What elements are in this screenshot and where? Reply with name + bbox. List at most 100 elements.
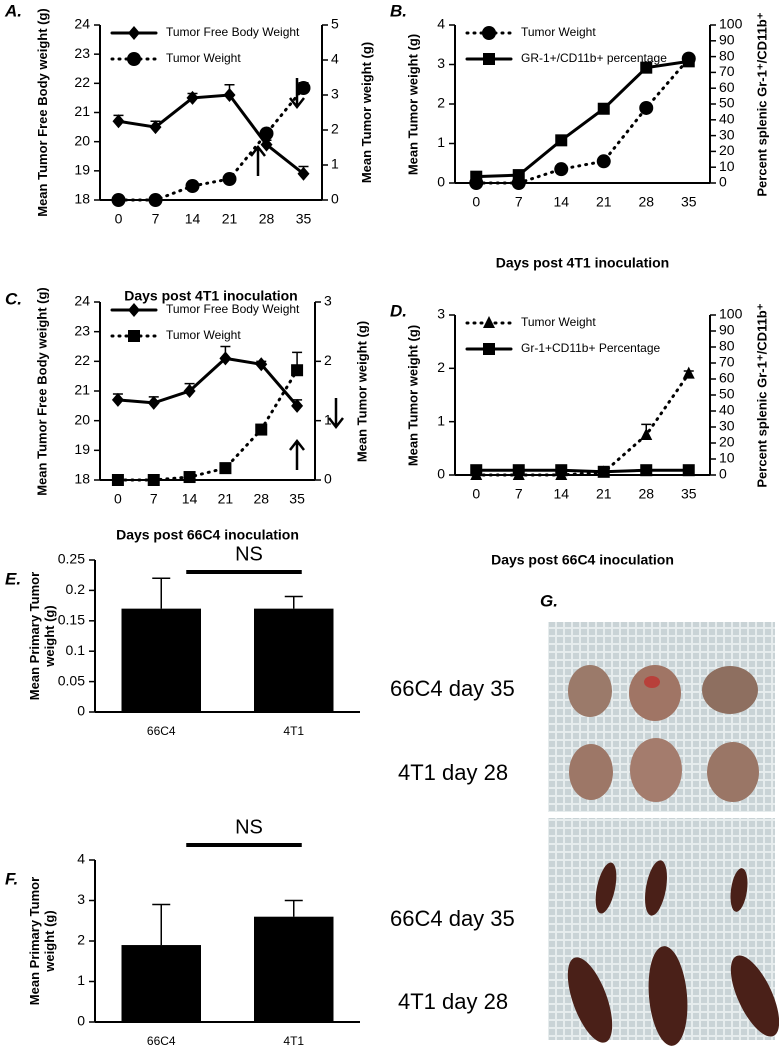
y2-tick-label: 40 (719, 111, 735, 127)
legend-marker (128, 26, 140, 40)
spleen-photo (567, 860, 779, 1046)
y-tick-label: 2 (77, 932, 85, 948)
legend-marker (128, 330, 140, 342)
marker (682, 366, 695, 379)
y2-tick-label: 20 (719, 434, 735, 450)
y2-tick-label: 70 (719, 354, 735, 370)
bar (254, 916, 334, 1022)
y-tick-label: 18 (74, 191, 90, 207)
legend-label: GR-1+/CD11b+ percentage (521, 51, 667, 65)
y2-tick-label: 1 (324, 411, 332, 427)
y-tick-label: 0 (437, 466, 445, 482)
marker (183, 471, 196, 484)
y2-tick-label: 4 (331, 51, 339, 67)
y-tick-label: 19 (74, 441, 90, 457)
y-tick-label: 0.05 (58, 672, 85, 688)
x-axis-title: Days post 4T1 inoculation (496, 255, 669, 271)
x-tick-label: 7 (150, 491, 158, 507)
series-line (474, 372, 691, 477)
y2-tick-label: 50 (719, 386, 735, 402)
marker (640, 428, 653, 440)
x-tick-label: 14 (182, 491, 198, 507)
y2-tick-label: 1 (331, 156, 339, 172)
bar (254, 608, 334, 712)
x-tick-label: 28 (638, 486, 654, 502)
marker (149, 120, 162, 135)
series-line (117, 93, 305, 176)
legend-label: Tumor Weight (521, 25, 596, 39)
x-axis-title: Days post 66C4 inoculation (491, 552, 674, 568)
marker (639, 100, 654, 115)
marker (183, 384, 196, 398)
y-tick-label: 21 (74, 382, 90, 398)
marker (291, 364, 304, 377)
x-tick-label: 0 (114, 491, 122, 507)
y-tick-label: 0.25 (58, 551, 85, 567)
y-tick-label: 22 (74, 352, 90, 368)
annotation: NS (235, 543, 263, 565)
x-tick-label: 35 (681, 486, 697, 502)
marker (512, 464, 525, 477)
panel-label: D. (390, 301, 407, 320)
y-tick-label: 0.15 (58, 612, 85, 628)
y-axis-title: Mean Tumor weight (g) (405, 324, 421, 466)
marker (255, 423, 268, 436)
marker (640, 464, 653, 477)
x-axis-title: Days post 4T1 inoculation (124, 288, 297, 304)
y-tick-label: 23 (74, 45, 90, 61)
x-axis-title: Days post 66C4 inoculation (116, 527, 299, 543)
marker (219, 351, 232, 366)
x-tick-label: 28 (259, 211, 275, 227)
y2-tick-label: 40 (719, 402, 735, 418)
y2-tick-label: 10 (719, 450, 735, 466)
marker (111, 392, 124, 407)
y-tick-label: 19 (74, 162, 90, 178)
y-tick-label: 3 (77, 891, 85, 907)
y-tick-label: 20 (74, 411, 90, 427)
y-axis-title: Mean Tumor Free Body weight (g) (34, 286, 50, 496)
photo-label: 66C4 day 35 (390, 906, 515, 931)
y-tick-label: 24 (74, 16, 90, 32)
y2-tick-label: 5 (331, 16, 339, 32)
marker (260, 137, 273, 152)
error-bar (152, 577, 171, 609)
y-axis-title: Mean Primary Tumor weight (g) (27, 571, 57, 701)
x-tick-label: 21 (596, 486, 612, 502)
y2-tick-label: 30 (719, 126, 735, 142)
y2-tick-label: 0 (324, 471, 332, 487)
y-tick-label: 24 (74, 293, 90, 309)
x-tick-label: 21 (596, 194, 612, 210)
y2-tick-label: 60 (719, 79, 735, 95)
y2-tick-label: 80 (719, 47, 735, 63)
y-tick-label: 21 (74, 103, 90, 119)
y2-tick-label: 100 (719, 306, 743, 322)
marker (297, 166, 310, 181)
marker (682, 55, 695, 68)
marker (555, 464, 568, 477)
marker (186, 90, 199, 105)
y2-tick-label: 0 (331, 191, 339, 207)
y-tick-label: 3 (437, 55, 445, 71)
legend-label: Tumor Weight (166, 51, 241, 65)
error-bar (284, 899, 303, 917)
x-tick-label: 7 (152, 211, 160, 227)
y-tick-label: 1 (437, 412, 445, 428)
y2-tick-label: 0 (719, 466, 727, 482)
y2-tick-label: 3 (331, 86, 339, 102)
marker (296, 81, 311, 95)
marker (112, 114, 125, 129)
marker (470, 170, 483, 183)
y2-axis-title: Mean Tumor weight (g) (358, 41, 374, 184)
y-axis-title: Mean Tumor Free Body weight (g) (34, 8, 50, 217)
y-tick-label: 0.1 (66, 642, 86, 658)
arrow (250, 78, 344, 470)
marker (596, 154, 611, 169)
y2-tick-label: 50 (719, 95, 735, 111)
marker (259, 126, 274, 141)
legend-marker (483, 343, 495, 355)
marker (148, 193, 163, 207)
y2-tick-label: 3 (324, 293, 332, 309)
x-tick-label: 35 (296, 211, 312, 227)
